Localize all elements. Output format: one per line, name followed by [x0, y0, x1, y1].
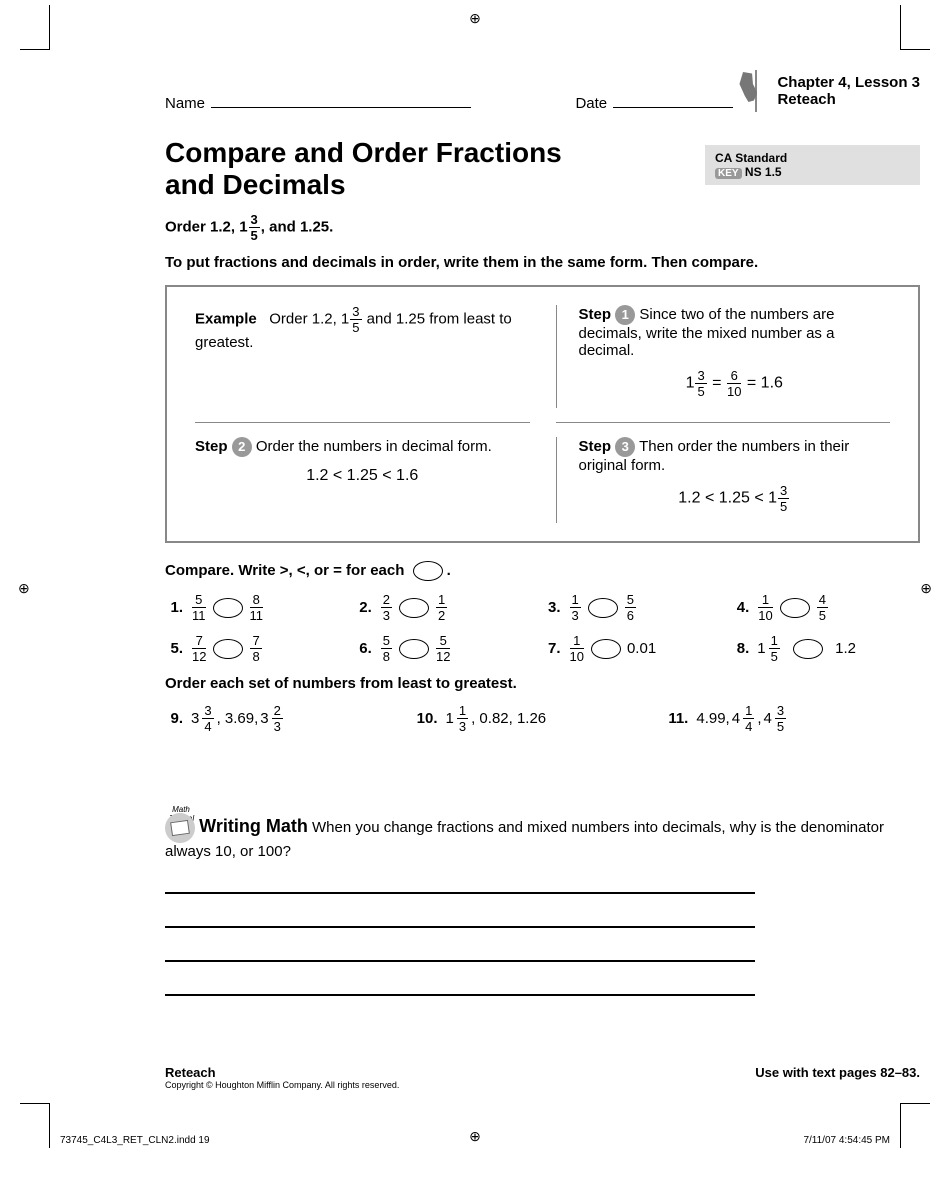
writing-line[interactable] — [165, 962, 755, 996]
step1-math: 135 = 610 = 1.6 — [579, 369, 891, 398]
chapter-line: Chapter 4, Lesson 3 — [777, 74, 920, 91]
answer-oval[interactable] — [780, 598, 810, 618]
intro-order: Order 1.2, 135, and 1.25. — [165, 213, 920, 242]
step3-col: Step 3 Then order the numbers in their o… — [556, 437, 891, 523]
writing-line[interactable] — [165, 860, 755, 894]
intro-rule: To put fractions and decimals in order, … — [165, 254, 920, 271]
step2-col: Step 2 Order the numbers in decimal form… — [195, 437, 530, 523]
step1-col: Step 1 Since two of the numbers are deci… — [556, 305, 891, 408]
example-col: Example Order 1.2, 135 and 1.25 from lea… — [195, 305, 530, 408]
name-line[interactable] — [211, 94, 471, 108]
journal-icon — [165, 813, 195, 843]
writing-line[interactable] — [165, 928, 755, 962]
registration-icon: ⊕ — [920, 580, 932, 597]
compare-instr: Compare. Write >, <, or = for each . — [165, 561, 920, 581]
crop-mark — [900, 5, 930, 50]
registration-icon: ⊕ — [469, 10, 481, 27]
page-footer: Reteach Copyright © Houghton Mifflin Com… — [165, 1065, 920, 1090]
crop-mark — [20, 5, 50, 50]
standard-box: CA Standard KEY NS 1.5 — [705, 145, 920, 185]
slug-time: 7/11/07 4:54:45 PM — [803, 1135, 890, 1146]
step3-math: 1.2 < 1.25 < 135 — [579, 484, 891, 513]
standard-code: NS 1.5 — [745, 165, 782, 179]
date-line[interactable] — [613, 94, 733, 108]
answer-oval[interactable] — [399, 598, 429, 618]
step-badge: 2 — [232, 437, 252, 457]
journal-title: Writing Math — [199, 816, 308, 836]
example-box: Example Order 1.2, 135 and 1.25 from lea… — [165, 285, 920, 543]
crop-mark — [20, 1103, 50, 1148]
order-instr: Order each set of numbers from least to … — [165, 675, 920, 692]
step2-math: 1.2 < 1.25 < 1.6 — [195, 467, 530, 485]
answer-oval[interactable] — [213, 639, 243, 659]
writing-math: Math Journal Writing Math When you chang… — [165, 813, 920, 996]
slug-file: 73745_C4L3_RET_CLN2.indd 19 — [60, 1135, 210, 1146]
writing-line[interactable] — [165, 894, 755, 928]
answer-oval[interactable] — [588, 598, 618, 618]
order-problems: 9.334, 3.69, 323 10.113, 0.82, 1.26 11.4… — [165, 704, 920, 733]
registration-icon: ⊕ — [18, 580, 30, 597]
compare-problems: 1.511811 2.2312 3.1356 4.11045 5.71278 6… — [165, 593, 920, 663]
slug-line: 73745_C4L3_RET_CLN2.indd 19 7/11/07 4:54… — [60, 1135, 890, 1146]
chapter-box: Chapter 4, Lesson 3 Reteach — [755, 70, 920, 112]
name-label: Name — [165, 95, 205, 112]
crop-mark — [900, 1103, 930, 1148]
answer-oval[interactable] — [591, 639, 621, 659]
step-badge: 1 — [615, 305, 635, 325]
key-tag: KEY — [715, 168, 742, 179]
footer-copyright: Copyright © Houghton Mifflin Company. Al… — [165, 1080, 399, 1090]
oval-icon — [413, 561, 443, 581]
standard-label: CA Standard — [715, 151, 910, 165]
answer-oval[interactable] — [793, 639, 823, 659]
footer-reteach: Reteach — [165, 1065, 399, 1080]
date-label: Date — [575, 95, 607, 112]
page-content: Name Date Chapter 4, Lesson 3 Reteach CA… — [165, 70, 920, 996]
answer-oval[interactable] — [213, 598, 243, 618]
answer-oval[interactable] — [399, 639, 429, 659]
step-badge: 3 — [615, 437, 635, 457]
footer-pages: Use with text pages 82–83. — [755, 1065, 920, 1090]
chapter-reteach: Reteach — [777, 91, 920, 108]
